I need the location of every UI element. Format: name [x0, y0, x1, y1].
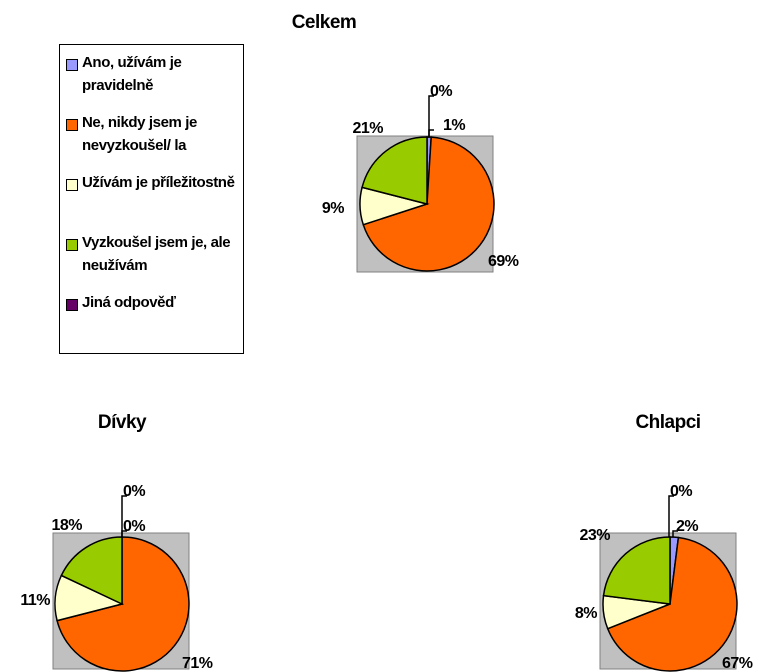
leader-line	[672, 530, 678, 537]
pie-slice	[361, 136, 428, 205]
legend-swatch	[66, 119, 78, 131]
pie-slice	[602, 536, 671, 605]
pie-slice	[606, 536, 738, 672]
chart-title: Celkem	[292, 12, 357, 33]
legend: Ano, užívám je pravidelně Ne, nikdy jsem…	[59, 44, 244, 354]
legend-swatch	[66, 59, 78, 71]
chart-title: Chlapci	[635, 412, 700, 433]
pie-slice	[60, 536, 123, 606]
data-label: 2%	[676, 518, 698, 535]
data-label: 21%	[352, 120, 383, 137]
leader-line	[428, 95, 434, 137]
data-label: 11%	[20, 592, 50, 609]
legend-label: Jiná odpověď	[82, 294, 176, 311]
legend-label: Ano, užívám je pravidelně	[82, 54, 182, 94]
leader-line	[668, 495, 674, 537]
data-label: 18%	[51, 517, 82, 534]
chart-title: Dívky	[98, 412, 147, 433]
data-label: 0%	[670, 483, 692, 500]
legend-item-tried: Vyzkoušel jsem je, ale neužívám	[66, 234, 242, 277]
data-label: 69%	[488, 253, 519, 270]
legend-label: Užívám je příležitostně	[82, 174, 235, 191]
data-label: 23%	[579, 527, 610, 544]
legend-item-occasional: Užívám je příležitostně	[66, 174, 242, 194]
legend-swatch	[66, 179, 78, 191]
data-label: 8%	[575, 605, 597, 622]
data-label: 67%	[722, 655, 753, 672]
legend-label: Vyzkoušel jsem je, ale neužívám	[82, 234, 231, 274]
legend-label: Ne, nikdy jsem je nevyzkoušel/ la	[82, 114, 197, 154]
leader-line	[121, 495, 127, 537]
data-label: 71%	[182, 655, 213, 672]
legend-swatch	[66, 299, 78, 311]
legend-swatch	[66, 239, 78, 251]
data-label: 0%	[123, 483, 145, 500]
legend-item-never: Ne, nikdy jsem je nevyzkoušel/ la	[66, 114, 242, 157]
data-label: 9%	[322, 200, 344, 217]
data-label: 1%	[443, 117, 465, 134]
legend-item-other: Jiná odpověď	[66, 294, 242, 314]
data-label: 0%	[123, 518, 145, 535]
data-label: 0%	[430, 83, 452, 100]
legend-item-regular: Ano, užívám je pravidelně	[66, 54, 242, 97]
